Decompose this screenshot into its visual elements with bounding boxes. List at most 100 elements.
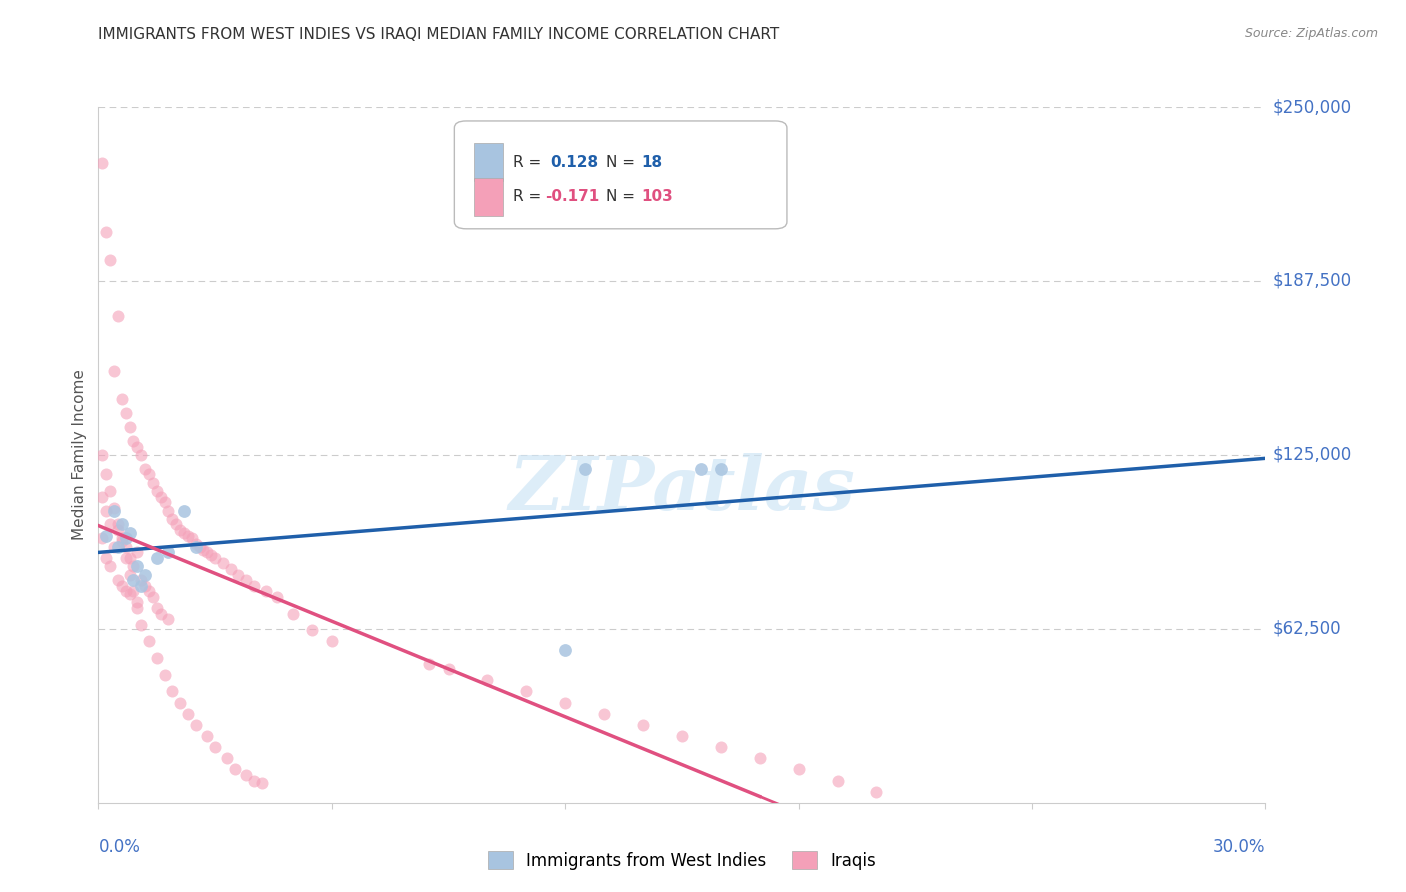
Point [153, 667, 176, 681]
Point [212, 557, 235, 571]
Text: $187,500: $187,500 [1272, 272, 1351, 290]
Point [301, 624, 323, 638]
Text: -0.171: -0.171 [546, 189, 599, 204]
Point [114, 550, 136, 565]
Point [122, 559, 145, 574]
Point [107, 540, 129, 554]
Point [162, 512, 184, 526]
Bar [474, 178, 503, 216]
Point [96, 528, 118, 542]
Point [574, 462, 596, 476]
Point [184, 718, 207, 732]
Point [690, 462, 713, 476]
Point [91, 155, 114, 169]
Text: N =: N = [606, 154, 640, 169]
Point [107, 573, 129, 587]
Point [554, 696, 576, 710]
Point [103, 500, 125, 515]
Text: 103: 103 [641, 189, 673, 204]
Point [127, 595, 149, 609]
Point [235, 768, 257, 782]
Point [254, 584, 277, 599]
Point [129, 448, 152, 462]
Point [243, 579, 266, 593]
Point [118, 525, 141, 540]
Text: ZIPatlas: ZIPatlas [509, 453, 855, 526]
Point [118, 550, 141, 565]
Point [180, 532, 202, 546]
Point [142, 590, 165, 604]
Point [204, 740, 226, 755]
Point [631, 718, 654, 732]
Point [157, 612, 180, 626]
Point [118, 587, 141, 601]
Point [129, 579, 152, 593]
Point [195, 729, 218, 743]
Point [122, 573, 145, 587]
Point [321, 634, 343, 648]
Point [195, 545, 218, 559]
Point [146, 484, 169, 499]
Point [111, 579, 134, 593]
Text: Source: ZipAtlas.com: Source: ZipAtlas.com [1244, 27, 1378, 40]
Point [129, 573, 152, 587]
Point [96, 503, 118, 517]
Point [91, 448, 114, 462]
Point [204, 550, 226, 565]
Point [111, 534, 134, 549]
Point [129, 617, 152, 632]
Point [138, 634, 160, 648]
Point [193, 542, 215, 557]
Text: 0.0%: 0.0% [98, 838, 141, 856]
Point [122, 584, 145, 599]
Point [219, 562, 242, 576]
Point [96, 467, 118, 482]
Point [477, 673, 499, 688]
Point [235, 573, 257, 587]
Point [177, 706, 200, 721]
Point [149, 607, 172, 621]
FancyBboxPatch shape [454, 121, 787, 229]
Point [118, 420, 141, 434]
Point [169, 523, 191, 537]
Point [165, 517, 187, 532]
Point [243, 773, 266, 788]
Point [118, 567, 141, 582]
Point [710, 740, 733, 755]
Point [138, 467, 160, 482]
Point [114, 540, 136, 554]
Point [127, 601, 149, 615]
Point [437, 662, 460, 676]
Text: R =: R = [513, 154, 546, 169]
Point [142, 475, 165, 490]
Point [138, 584, 160, 599]
Point [173, 503, 195, 517]
Point [107, 517, 129, 532]
Point [134, 567, 156, 582]
Point [134, 579, 156, 593]
Point [114, 406, 136, 420]
Point [177, 528, 200, 542]
Point [184, 540, 207, 554]
Point [228, 567, 250, 582]
Point [146, 651, 169, 665]
Point [865, 785, 887, 799]
Point [146, 601, 169, 615]
Point [250, 776, 273, 790]
Point [134, 462, 156, 476]
Bar [474, 144, 503, 181]
Point [281, 607, 304, 621]
Point [671, 729, 693, 743]
Point [188, 540, 211, 554]
Point [103, 540, 125, 554]
Point [91, 532, 114, 546]
Point [96, 225, 118, 239]
Point [127, 545, 149, 559]
Point [200, 548, 222, 562]
Point [114, 532, 136, 546]
Point [127, 440, 149, 454]
Point [593, 706, 616, 721]
Point [103, 503, 125, 517]
Point [169, 696, 191, 710]
Point [748, 751, 770, 765]
